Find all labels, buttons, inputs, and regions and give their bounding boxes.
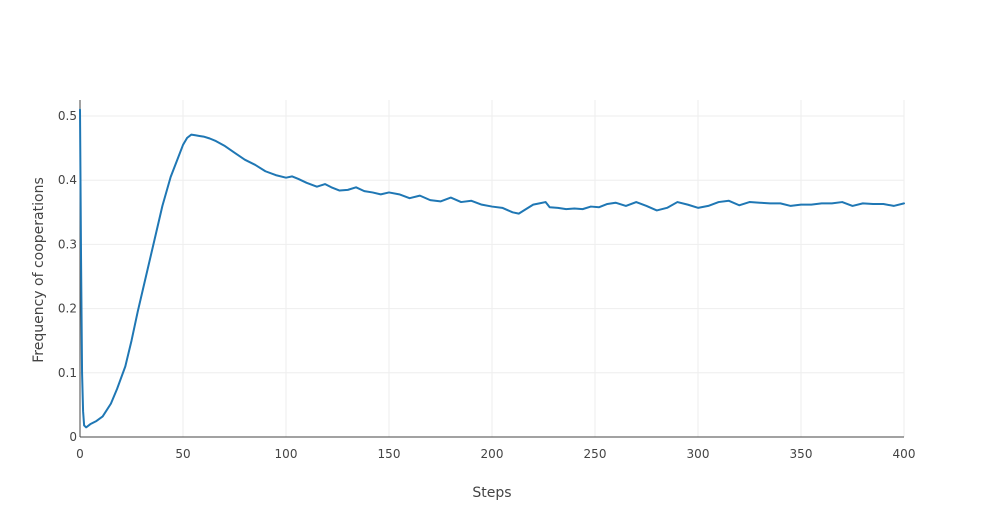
y-tick-label: 0.4 bbox=[58, 173, 77, 187]
x-tick-label: 350 bbox=[790, 447, 813, 461]
y-tick-label: 0.2 bbox=[58, 302, 77, 316]
x-tick-label: 0 bbox=[76, 447, 84, 461]
x-tick-label: 300 bbox=[687, 447, 710, 461]
y-axis-title: Frequency of cooperations bbox=[31, 177, 47, 363]
x-tick-label: 150 bbox=[378, 447, 401, 461]
x-tick-label: 200 bbox=[481, 447, 504, 461]
y-tick-label: 0.1 bbox=[58, 366, 77, 380]
grid-lines bbox=[80, 100, 905, 437]
x-tick-labels: 0 50 100 150 200 250 300 350 400 bbox=[76, 447, 915, 461]
series-line bbox=[79, 108, 905, 429]
y-tick-labels: 0 0.1 0.2 0.3 0.4 0.5 bbox=[58, 109, 77, 444]
y-tick-label: 0.3 bbox=[58, 237, 77, 251]
x-tick-label: 100 bbox=[275, 447, 298, 461]
x-tick-label: 400 bbox=[893, 447, 916, 461]
series-layer bbox=[79, 108, 905, 429]
x-tick-label: 250 bbox=[584, 447, 607, 461]
x-axis-title: Steps bbox=[472, 485, 511, 501]
y-tick-label: 0.5 bbox=[58, 109, 77, 123]
x-tick-label: 50 bbox=[175, 447, 190, 461]
y-tick-label: 0 bbox=[69, 430, 77, 444]
